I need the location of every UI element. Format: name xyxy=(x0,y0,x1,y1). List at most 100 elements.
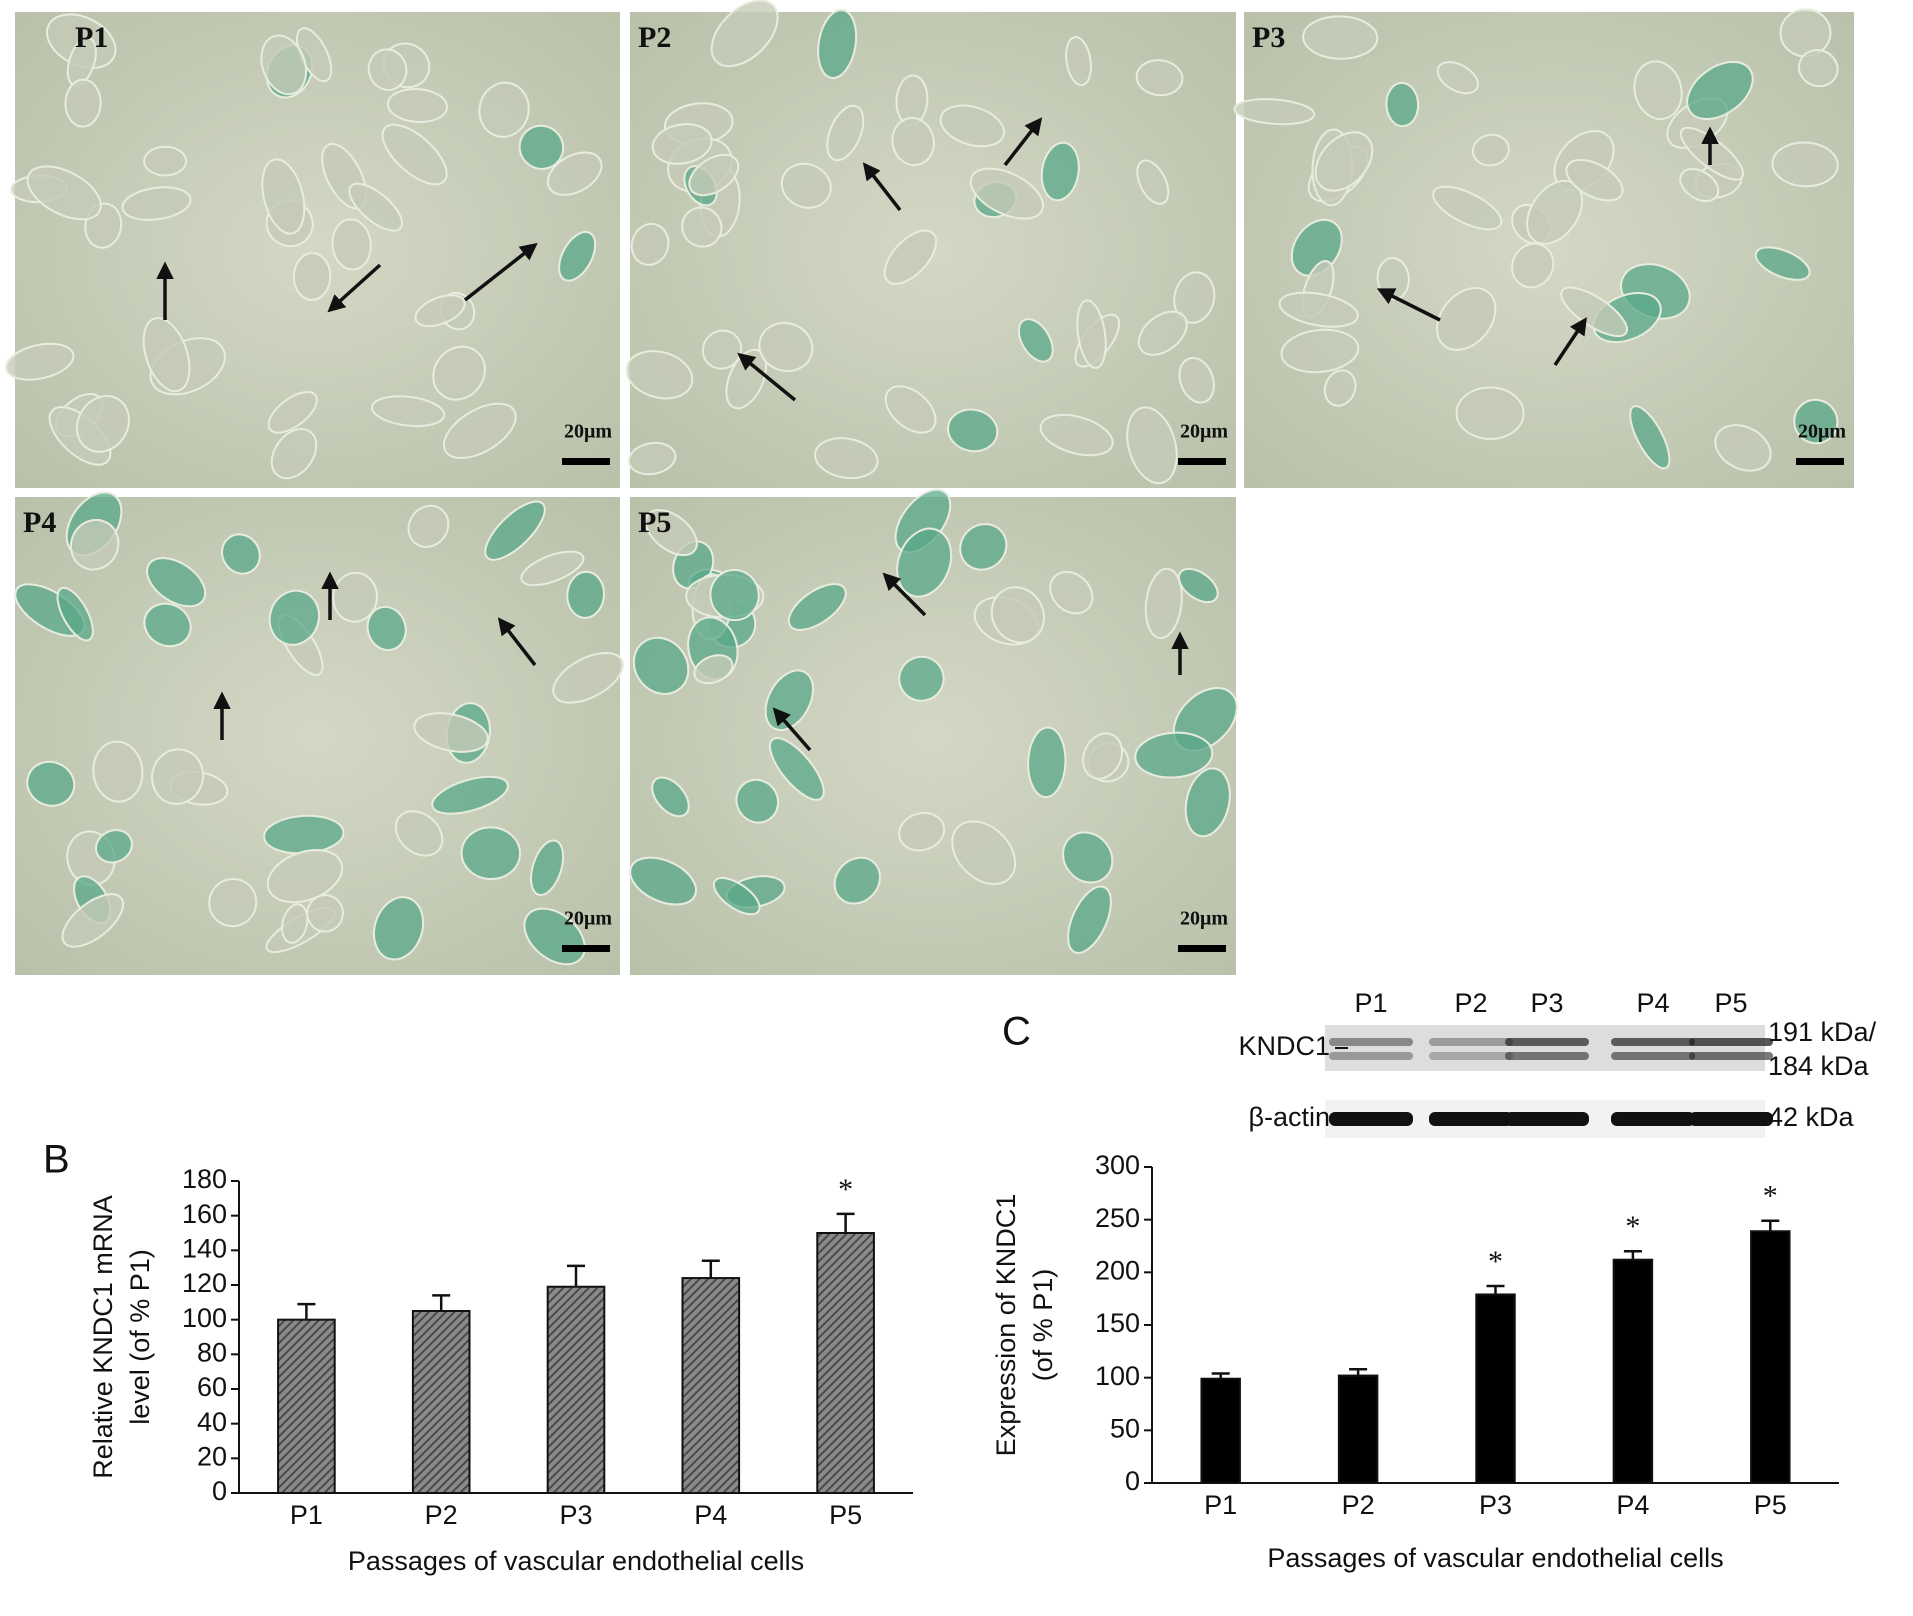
cell xyxy=(432,345,486,401)
x-tick-label: P2 xyxy=(1342,1490,1375,1520)
cell xyxy=(484,500,546,561)
bar xyxy=(816,1232,875,1494)
cell xyxy=(386,88,449,123)
band xyxy=(1689,1038,1773,1046)
cell xyxy=(884,385,937,434)
x-axis-label: Passages of vascular endothelial cells xyxy=(348,1546,804,1576)
cell xyxy=(373,896,425,961)
error-bar xyxy=(836,1212,855,1233)
cell xyxy=(817,9,858,79)
cell xyxy=(1067,885,1112,954)
cell xyxy=(292,252,332,301)
cell xyxy=(348,182,403,232)
cell xyxy=(331,218,372,271)
cell xyxy=(1135,59,1184,97)
cell xyxy=(1126,406,1178,485)
cell xyxy=(267,390,318,434)
cell xyxy=(896,527,953,598)
cell xyxy=(268,589,321,646)
cell xyxy=(1039,413,1114,457)
cell xyxy=(710,0,779,68)
cell xyxy=(1040,141,1080,202)
blot-row-label: β-actin xyxy=(1248,1102,1330,1132)
x-tick-label: P5 xyxy=(1754,1490,1787,1520)
band xyxy=(1505,1052,1589,1060)
cell xyxy=(407,504,450,548)
size-label: 191 kDa/ xyxy=(1768,1017,1877,1047)
cell xyxy=(693,654,734,685)
bar xyxy=(411,1310,471,1494)
error-bar xyxy=(1349,1367,1368,1376)
x-tick-label: P2 xyxy=(425,1500,458,1530)
cell xyxy=(69,518,120,571)
cell xyxy=(367,48,408,91)
cell xyxy=(1134,731,1214,779)
significance: * xyxy=(1625,1210,1640,1243)
cell xyxy=(1754,246,1811,281)
lane-label: P2 xyxy=(1454,988,1487,1018)
cell xyxy=(61,893,125,948)
cell xyxy=(1173,271,1216,324)
cell xyxy=(1323,369,1357,407)
arrow xyxy=(737,352,797,402)
cell xyxy=(1076,299,1107,369)
cell xyxy=(260,34,308,96)
cell xyxy=(56,586,94,642)
cell xyxy=(92,740,144,803)
cell xyxy=(780,162,832,209)
band xyxy=(1689,1052,1773,1060)
y-axis-label: (of % P1) xyxy=(1028,1269,1058,1382)
cell xyxy=(5,342,75,381)
cell xyxy=(990,586,1045,644)
arrow xyxy=(463,242,538,302)
scale-label: 20μm xyxy=(564,908,612,930)
cell xyxy=(1233,98,1316,126)
cell xyxy=(64,78,102,128)
cell xyxy=(1065,36,1092,87)
cell xyxy=(1679,168,1720,202)
blot-row-label: KNDC1 xyxy=(1238,1031,1330,1061)
scale-label: 20μm xyxy=(1798,421,1846,443)
cell xyxy=(221,533,261,575)
cell xyxy=(1314,131,1374,192)
bar xyxy=(1200,1377,1241,1484)
x-tick-label: P3 xyxy=(559,1500,592,1530)
cell xyxy=(1137,310,1188,356)
cell xyxy=(1629,405,1671,470)
cell xyxy=(1633,60,1683,121)
y-axis-label: Expression of KNDC1 xyxy=(991,1194,1021,1457)
cell xyxy=(959,523,1008,571)
cell xyxy=(143,602,192,648)
significance: * xyxy=(1488,1245,1503,1278)
cell xyxy=(898,655,945,702)
cell xyxy=(969,167,1044,220)
scale-bar xyxy=(562,458,610,465)
cell xyxy=(826,104,865,162)
cell xyxy=(688,153,740,197)
error-bar xyxy=(1211,1372,1230,1379)
band xyxy=(1429,1038,1513,1046)
error-bar xyxy=(1623,1250,1642,1260)
scale-label: 20μm xyxy=(1180,421,1228,443)
bar xyxy=(681,1277,741,1494)
cell xyxy=(261,158,306,235)
cell xyxy=(1177,567,1219,604)
scale-bar xyxy=(562,945,610,952)
cell xyxy=(1714,424,1772,472)
cell xyxy=(1511,242,1555,289)
cell xyxy=(413,712,489,753)
cell xyxy=(629,856,697,906)
bar xyxy=(1337,1374,1379,1485)
error-bar xyxy=(1761,1219,1780,1232)
cell xyxy=(332,571,378,623)
band xyxy=(1329,1052,1413,1060)
cell xyxy=(891,117,935,167)
cell xyxy=(735,778,780,824)
cell xyxy=(143,145,188,177)
blot-strip xyxy=(1325,1025,1765,1071)
cell xyxy=(712,876,761,916)
cell xyxy=(121,186,192,221)
cell xyxy=(281,903,309,944)
cell xyxy=(1471,133,1510,167)
band xyxy=(1611,1052,1695,1060)
